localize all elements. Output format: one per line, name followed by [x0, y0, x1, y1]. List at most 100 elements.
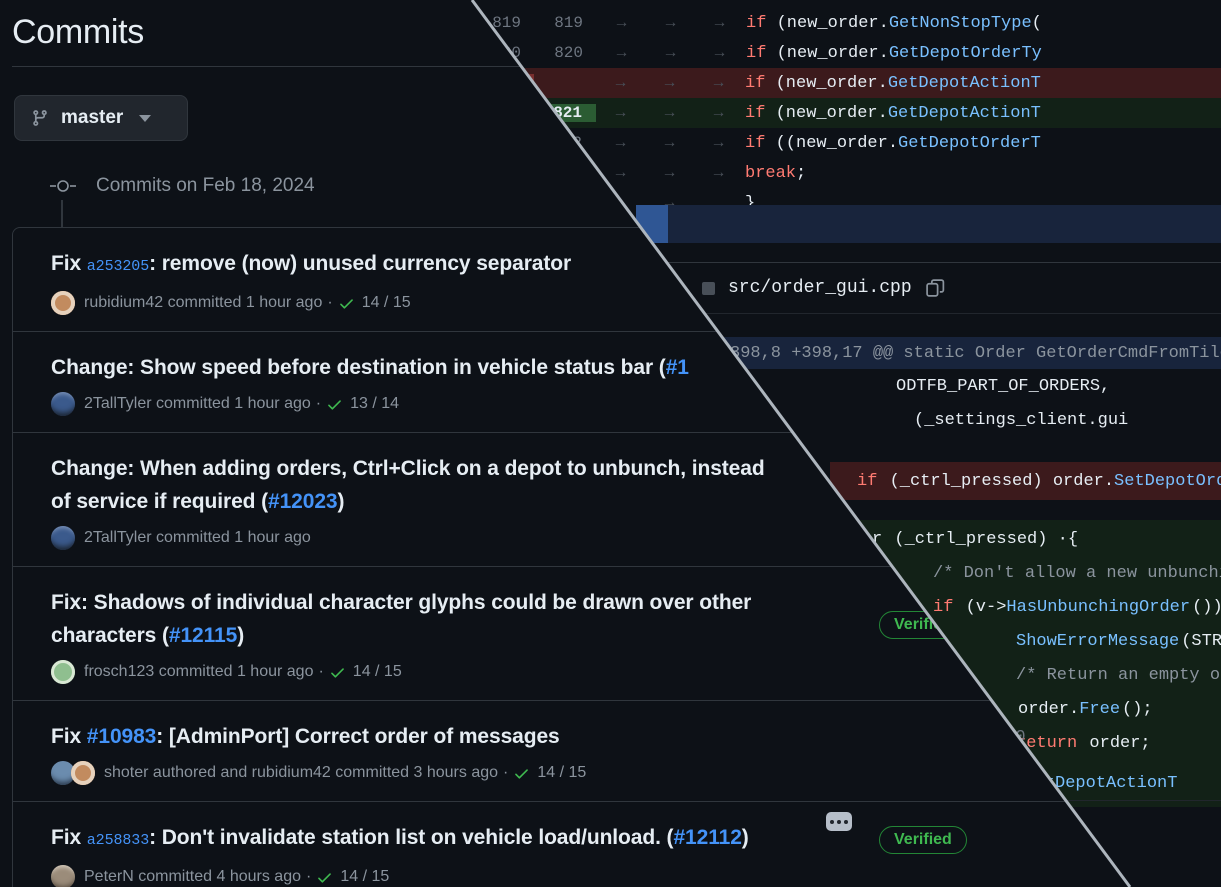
tab-marker: →	[664, 104, 675, 122]
meta-separator: ·	[327, 294, 333, 311]
commit-title-prefix: Fix	[51, 252, 87, 275]
branch-selector-button[interactable]: master	[14, 95, 188, 141]
tab-marker: →	[714, 44, 725, 62]
status-badge-verified[interactable]: Verified	[879, 826, 967, 854]
line-number-new: 819	[554, 14, 583, 32]
commit-title-rest: : remove (now) unused currency separator	[149, 252, 572, 275]
commit-title-rest: : [AdminPort] Correct order of messages	[156, 725, 560, 748]
check-icon	[513, 765, 530, 782]
code-comment: /* Don't allow a new unbunchi	[933, 563, 1221, 583]
code-keyword: if	[745, 133, 766, 153]
ci-count: 14 / 15	[537, 764, 587, 781]
commit-sha-link[interactable]: a253205	[86, 258, 150, 275]
commits-date-header: Commits on Feb 18, 2024	[50, 175, 315, 197]
code-keyword: if	[745, 73, 766, 93]
commit-title[interactable]: Fix a258833: Don't invalidate station li…	[51, 826, 749, 849]
diff-line-added: if (v-> HasUnbunchingOrder())	[933, 592, 1221, 622]
tab-marker: →	[713, 74, 724, 92]
commit-title[interactable]: Fix a253205: remove (now) unused currenc…	[51, 252, 571, 275]
code-plain: order.	[1018, 699, 1080, 719]
commit-sha-link[interactable]: a258833	[86, 832, 150, 849]
meta-separator: ·	[315, 395, 322, 412]
tab-marker: →	[664, 164, 675, 182]
code-plain: ;	[796, 163, 807, 183]
line-number-new: 820	[554, 44, 583, 62]
chevron-down-icon	[139, 114, 152, 122]
diff-selection-bar[interactable]	[636, 205, 1221, 243]
diff-line-removed: 821 → → → if (new_order.GetDepotActionT	[472, 68, 1221, 98]
tab-marker: →	[665, 44, 676, 62]
ci-status[interactable]: 13 / 14	[326, 395, 399, 413]
code-identifier: GetDepotActionT	[887, 73, 1041, 93]
diff-line-context: 819 819 → → → if (new_order.GetNonStopTy…	[472, 8, 1221, 38]
commit-author-time: rubidium42 committed 1 hour ago	[84, 294, 323, 311]
ci-status[interactable]: 14 / 15	[316, 868, 389, 886]
code-comment: /* Return an empty or	[1016, 665, 1221, 685]
diff-line-removed: if (_ctrl_pressed) order.SetDepotOrde	[830, 462, 1221, 500]
commit-title-rest: : Don't invalidate station list on vehic…	[149, 826, 674, 849]
commit-title[interactable]: Change: When adding orders, Ctrl+Click o…	[51, 457, 765, 513]
code-keyword: if	[745, 103, 766, 123]
tab-marker: →	[714, 14, 725, 32]
tab-marker: →	[664, 134, 675, 152]
ci-status[interactable]: 14 / 15	[338, 294, 411, 312]
code-plain: (v->	[955, 597, 1007, 617]
code-text: ODTFB_PART_OF_ORDERS,	[896, 376, 1111, 396]
commit-dot-icon	[50, 178, 76, 194]
commit-title[interactable]: Fix #10983: [AdminPort] Correct order of…	[51, 725, 560, 748]
ci-status[interactable]: 14 / 15	[513, 764, 586, 782]
avatar[interactable]	[51, 526, 75, 550]
issue-link[interactable]: #10983	[86, 725, 157, 748]
code-text: if (new_order.GetDepotActionT	[743, 74, 1041, 93]
avatar[interactable]	[51, 291, 75, 315]
ci-status[interactable]: 14 / 15	[329, 663, 402, 681]
tab-marker: →	[615, 104, 626, 122]
avatar-group	[51, 392, 75, 416]
tab-marker: →	[615, 74, 626, 92]
code-plain: (STR_	[1181, 631, 1221, 651]
commit-row[interactable]: Fix a258833: Don't invalidate station li…	[13, 802, 1220, 887]
copy-icon[interactable]	[925, 278, 946, 299]
commit-title-suffix: )	[237, 624, 245, 647]
commits-date-label: Commits on Feb 18, 2024	[96, 175, 315, 196]
branch-name-label: master	[61, 107, 124, 128]
avatar[interactable]	[51, 660, 75, 684]
meta-separator: ·	[503, 764, 509, 781]
code-text: if (new_order.GetDepotOrderTy	[744, 44, 1042, 63]
code-text: break;	[743, 164, 806, 183]
commit-meta: frosch123 committed 1 hour ago · 14 / 15	[51, 660, 1182, 684]
issue-link[interactable]: #12112	[673, 826, 742, 849]
diff-line-added: 821 → → → if (new_order.GetDepotActionT	[472, 98, 1221, 128]
check-icon	[329, 664, 346, 681]
ci-count: 14 / 15	[340, 868, 390, 885]
commit-title[interactable]: Change: Show speed before destination in…	[51, 356, 689, 379]
code-identifier: Free	[1079, 699, 1121, 719]
issue-link[interactable]: #12115	[168, 624, 238, 647]
commit-author-time: 2TallTyler committed 1 hour ago	[84, 395, 311, 412]
avatar-group	[51, 291, 75, 315]
more-options-icon[interactable]	[826, 812, 852, 831]
commit-meta: 2TallTyler committed 1 hour ago · 13 / 1…	[51, 392, 1182, 416]
ci-count: 14 / 15	[361, 294, 411, 311]
avatar-group	[51, 865, 75, 887]
tab-marker: →	[713, 104, 724, 122]
diff-line-added: order. Free ();	[1016, 694, 1153, 724]
code-identifier: HasUnbunchingOrder	[1006, 597, 1191, 617]
avatar[interactable]	[51, 865, 75, 887]
commit-title[interactable]: Fix: Shadows of individual character gly…	[51, 591, 751, 647]
issue-link[interactable]: #12023	[268, 490, 338, 513]
code-text: if (new_order.GetNonStopType(	[744, 14, 1042, 33]
avatar[interactable]	[71, 761, 95, 785]
commit-title-suffix: )	[337, 490, 345, 513]
diff-file-name[interactable]: src/order_gui.cpp	[728, 278, 912, 298]
code-keyword: if	[746, 13, 767, 33]
avatar-group	[51, 526, 75, 550]
diff-file-header: src/order_gui.cpp	[620, 262, 1221, 314]
commit-author-time: PeterN committed 4 hours ago	[84, 868, 301, 885]
diff-line-context: 820 820 → → → if (new_order.GetDepotOrde…	[472, 38, 1221, 68]
meta-separator: ·	[306, 868, 312, 885]
code-text: (_ctrl_pressed) ·{	[884, 529, 1079, 549]
issue-link[interactable]: #1	[665, 356, 689, 379]
avatar[interactable]	[51, 392, 75, 416]
code-plain: (_ctrl_pressed) order.	[879, 471, 1115, 491]
